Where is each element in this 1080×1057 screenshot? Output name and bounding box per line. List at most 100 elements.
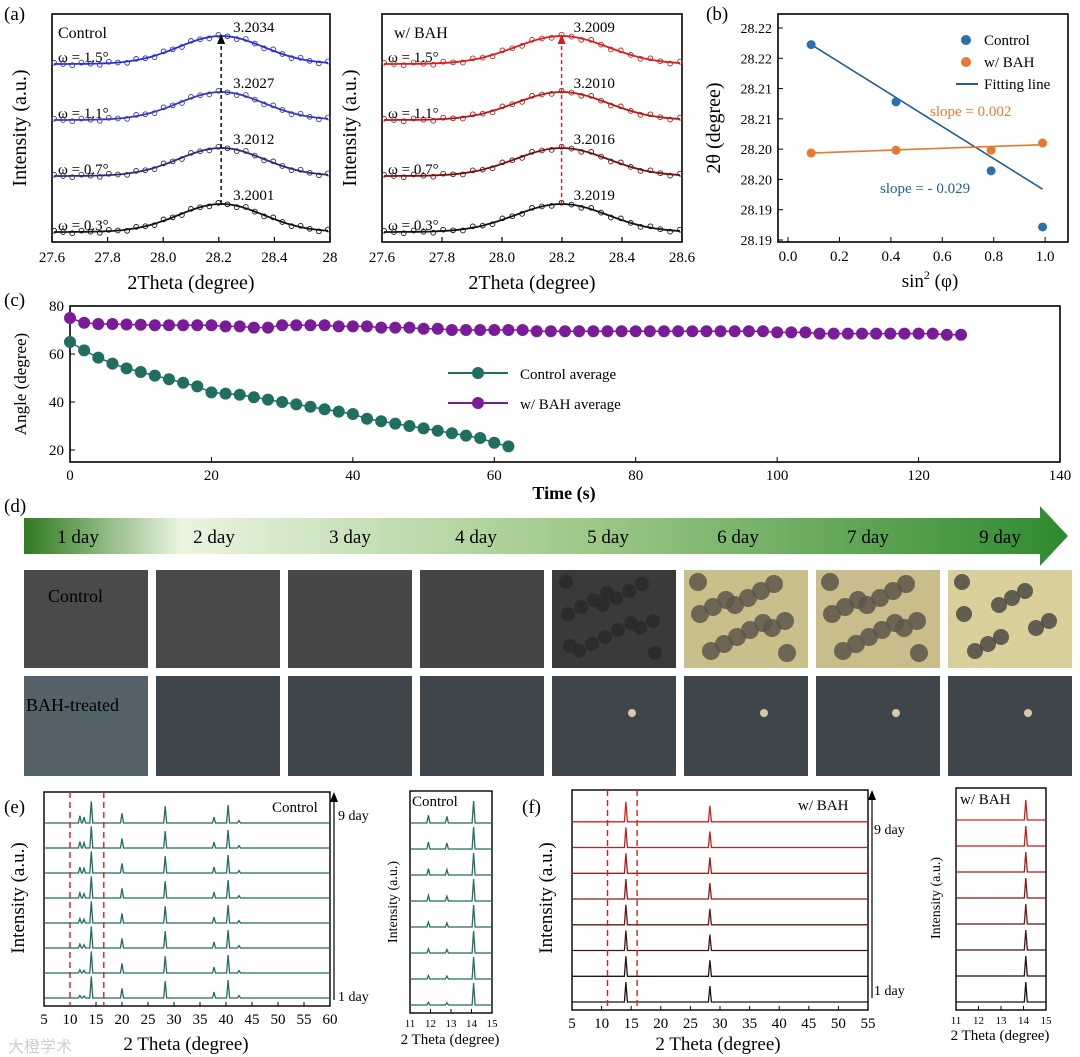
- xrd-pattern: [572, 956, 868, 977]
- y-axis-label: Intensity (a.u.): [8, 842, 29, 953]
- data-point: [361, 320, 373, 333]
- chart-b: 0.0 0.2 0.4 0.6 0.8 1.0 28.22 28.22 28.21 28.21 28…: [703, 13, 1069, 292]
- data-point: [657, 58, 664, 65]
- plot-frame: [777, 13, 1069, 243]
- day-label-top: 9 day: [874, 823, 905, 838]
- data-point: [270, 46, 277, 53]
- data-point: [160, 160, 167, 167]
- xrd-pattern: [410, 852, 492, 876]
- x-tick-label: 25: [683, 1016, 698, 1032]
- data-point: [134, 366, 147, 378]
- data-point: [499, 47, 506, 54]
- data-point: [297, 166, 304, 173]
- data-point: [290, 319, 303, 332]
- xrd-pattern: [956, 825, 1046, 847]
- data-point: [247, 391, 260, 404]
- data-point: [60, 229, 66, 235]
- data-point: [417, 322, 430, 335]
- degradation-spot: [1028, 620, 1044, 636]
- day-label-bottom: 1 day: [338, 990, 369, 1005]
- data-point: [578, 92, 585, 99]
- data-point: [163, 319, 175, 332]
- series-curve: [54, 147, 329, 177]
- data-point: [568, 201, 575, 208]
- aging-timeline: 1 day 2 day 3 day 4 day 5 day 6 day 7 day 9 day…: [24, 506, 1072, 776]
- fit-line: [810, 43, 1043, 190]
- data-point: [151, 54, 158, 60]
- day-label: 9 day: [979, 527, 1021, 548]
- legend-label-bah: w/ BAH: [984, 55, 1035, 71]
- data-point: [288, 111, 295, 117]
- data-point: [799, 326, 812, 339]
- data-point: [60, 61, 66, 67]
- series-label: ω = 0.3°: [388, 218, 439, 234]
- data-point: [898, 327, 911, 340]
- y-tick-label: 20: [49, 443, 64, 459]
- data-point: [529, 149, 535, 155]
- data-point: [306, 113, 313, 120]
- data-point: [262, 321, 274, 334]
- data-point: [410, 115, 417, 122]
- inset-y-axis-label: Intensity (a.u.): [386, 861, 401, 943]
- x-tick-label: 15: [487, 1018, 499, 1030]
- data-point: [647, 223, 654, 230]
- photo-control-day: [156, 570, 280, 668]
- xrd-pattern: [956, 955, 1046, 977]
- x-tick-label: 40: [219, 1012, 234, 1028]
- day-label: 7 day: [847, 527, 889, 548]
- data-point: [430, 117, 437, 124]
- degradation-spot: [980, 636, 996, 652]
- data-point: [686, 325, 699, 338]
- data-point: [279, 51, 286, 57]
- data-point: [215, 31, 222, 38]
- data-point: [270, 102, 277, 109]
- data-point: [106, 357, 119, 370]
- inset-frame: [409, 790, 493, 1014]
- y-tick-label: 28.22: [741, 52, 773, 67]
- legend-marker-control: [472, 367, 484, 379]
- data-point: [288, 55, 295, 61]
- data-point: [306, 57, 313, 64]
- data-point: [588, 37, 595, 43]
- y-axis-label: Angle (degree): [11, 333, 30, 435]
- data-point: [884, 327, 897, 340]
- series-curve: [54, 203, 329, 233]
- data-point: [627, 164, 634, 170]
- x-tick-label: 30: [713, 1016, 728, 1032]
- xrd-pattern: [956, 929, 1046, 951]
- data-point: [548, 91, 555, 97]
- data-point: [206, 203, 213, 210]
- day-label: 6 day: [717, 527, 759, 548]
- data-point: [891, 97, 901, 107]
- x-axis-label: 2 Theta (degree): [655, 1034, 780, 1055]
- x-axis-label: 2Theta (degree): [127, 272, 254, 294]
- data-point: [297, 110, 304, 117]
- plot-frame: [571, 789, 869, 1011]
- legend-label-fit: Fitting line: [984, 77, 1051, 93]
- photo-bah-day: [420, 676, 544, 776]
- data-point: [92, 351, 105, 364]
- data-point: [519, 155, 525, 161]
- data-point: [667, 60, 673, 67]
- y-tick-label: 28.19: [741, 234, 773, 249]
- xrd-pattern: [572, 904, 868, 926]
- x-tick-label: 27.6: [39, 250, 66, 266]
- data-point: [637, 56, 644, 62]
- data-point: [601, 325, 614, 338]
- data-point: [233, 204, 240, 210]
- peak-value-label: 3.2012: [233, 132, 274, 148]
- data-point: [479, 54, 486, 61]
- chart-a-bah: w/ BAH ω = 1.5° 3.2009 ω = 1.1° 3.2010 ω = 0…: [339, 13, 696, 294]
- degradation-spot: [600, 586, 614, 600]
- day-label: 5 day: [587, 527, 629, 548]
- data-point: [361, 412, 373, 425]
- data-point: [400, 230, 407, 237]
- data-point: [124, 171, 130, 178]
- inset-title: w/ BAH: [960, 792, 1011, 808]
- inset-title: Control: [412, 794, 458, 810]
- x-tick-label: 28.0: [489, 250, 515, 266]
- degradation-spot: [717, 591, 735, 609]
- data-point: [169, 158, 176, 165]
- x-tick-label: 140: [1049, 468, 1072, 484]
- data-point: [417, 422, 430, 435]
